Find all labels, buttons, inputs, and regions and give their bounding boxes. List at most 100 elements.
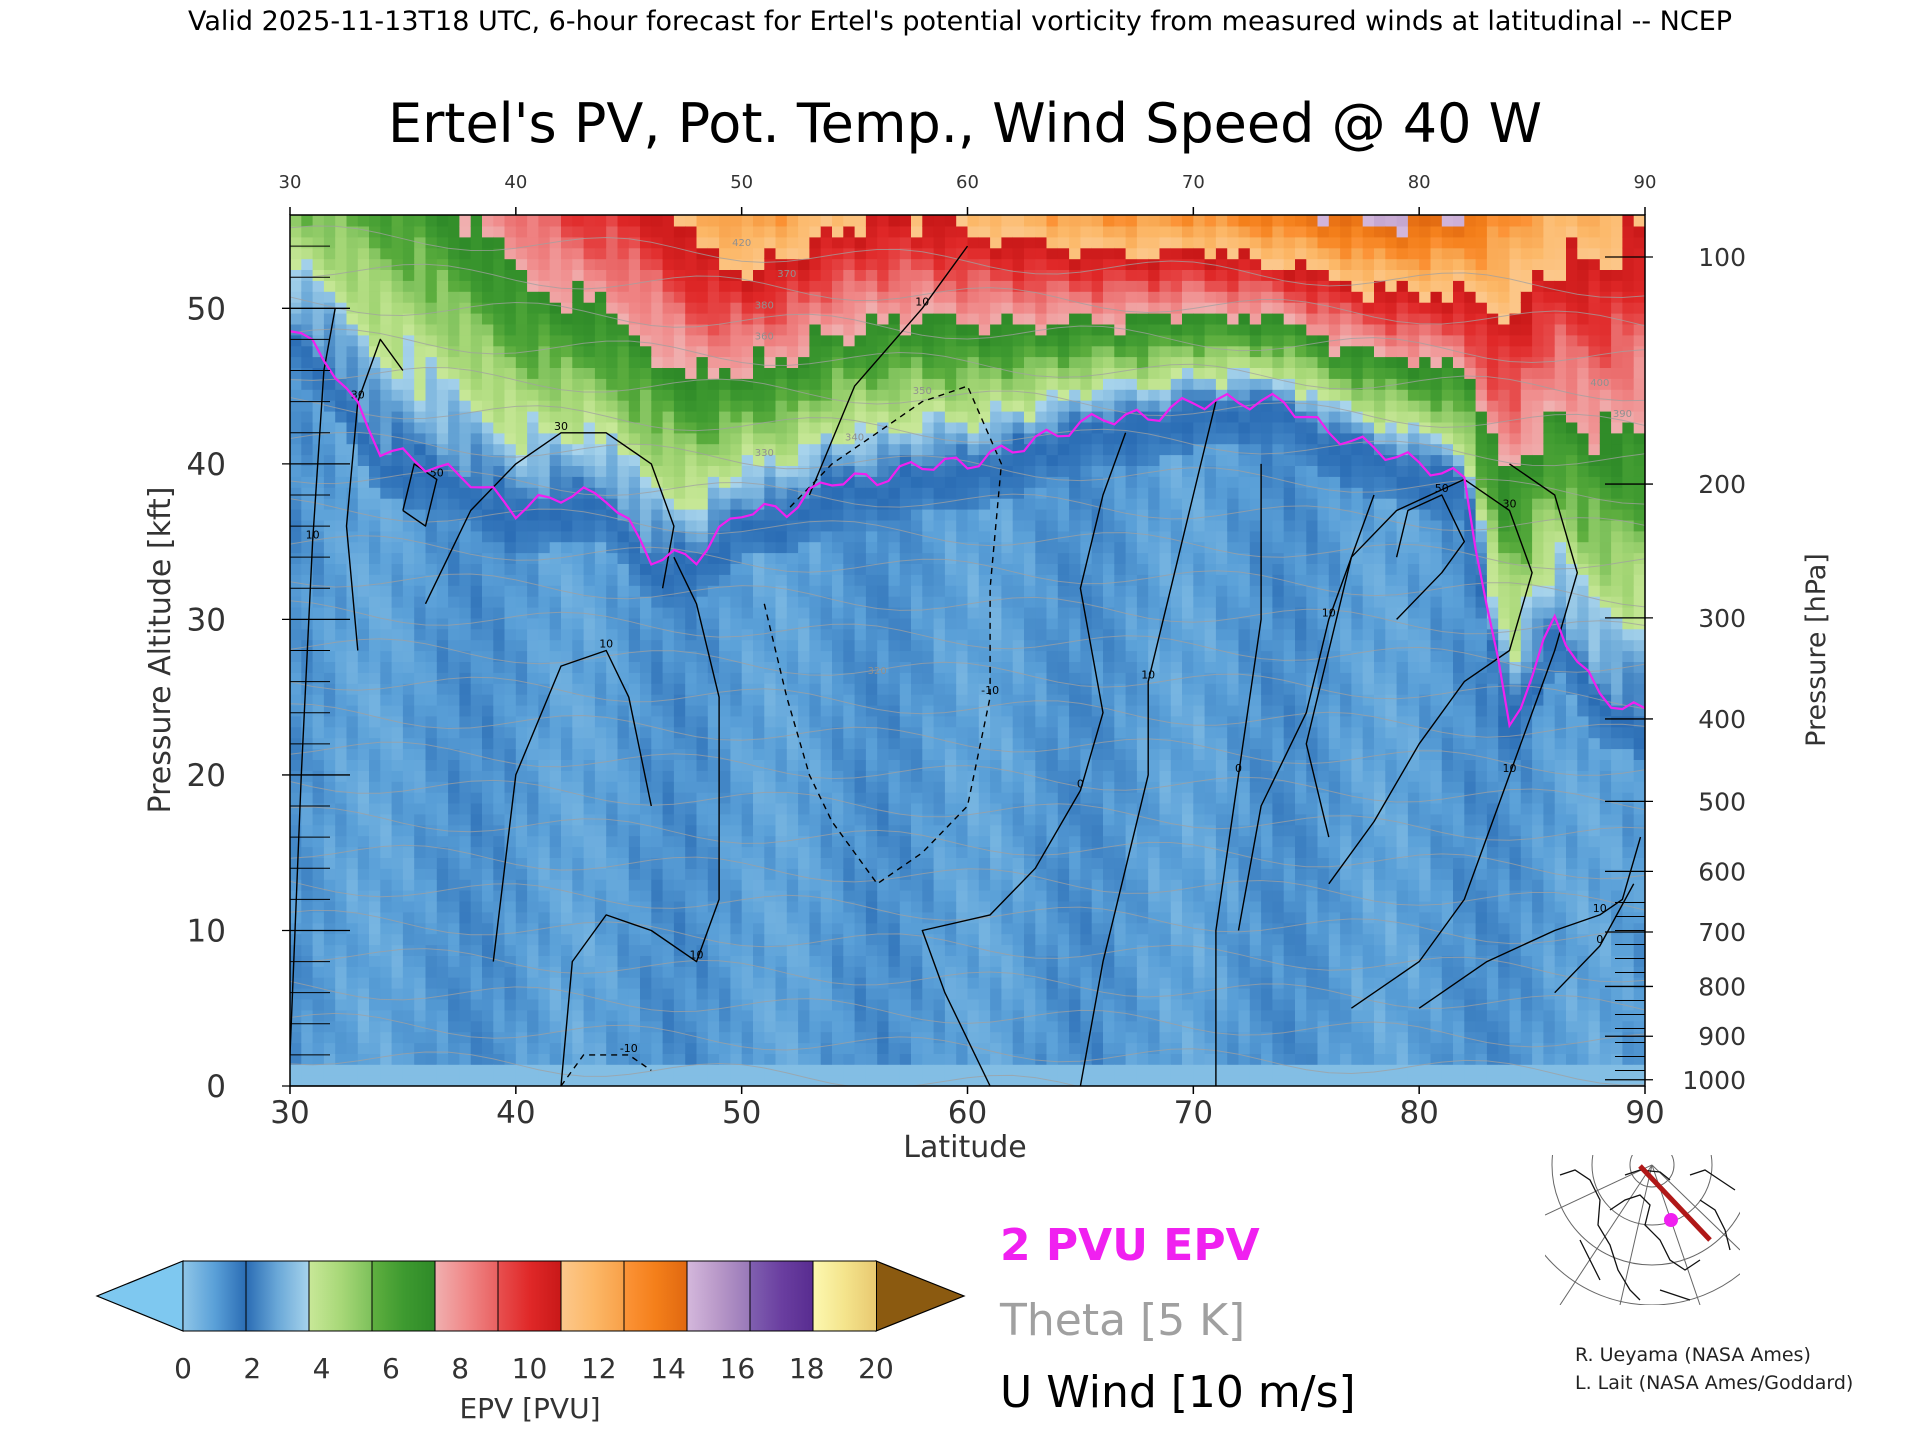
- epv-cell: [402, 519, 415, 532]
- epv-cell: [911, 498, 923, 510]
- epv-cell: [899, 1064, 912, 1076]
- epv-cell: [764, 835, 777, 848]
- epv-cell: [978, 781, 991, 793]
- epv-cell: [786, 280, 799, 292]
- epv-cell: [414, 367, 427, 379]
- epv-cell: [944, 498, 957, 510]
- epv-cell: [651, 900, 664, 913]
- epv-cell: [538, 225, 551, 238]
- epv-cell: [312, 781, 325, 793]
- epv-cell: [854, 661, 867, 673]
- epv-cell: [820, 454, 833, 466]
- epv-cell: [640, 617, 652, 630]
- epv-cell: [402, 802, 415, 815]
- epv-cell: [978, 650, 991, 662]
- epv-cell: [312, 334, 325, 347]
- epv-cell: [459, 977, 472, 989]
- epv-cell: [707, 378, 720, 390]
- epv-cell: [357, 802, 370, 815]
- epv-cell: [357, 781, 370, 793]
- epv-cell: [651, 792, 664, 804]
- epv-cell: [346, 607, 359, 619]
- epv-cell: [504, 759, 517, 771]
- epv-cell: [685, 574, 698, 586]
- epv-cell: [301, 389, 314, 401]
- epv-cell: [527, 770, 539, 782]
- epv-cell: [707, 1031, 720, 1044]
- epv-cell: [877, 955, 890, 967]
- epv-cell: [854, 759, 867, 771]
- epv-cell: [877, 247, 890, 260]
- epv-cell: [786, 835, 799, 848]
- epv-cell: [493, 890, 506, 902]
- epv-cell: [707, 1042, 720, 1054]
- epv-cell: [346, 977, 359, 989]
- chart-title: Ertel's PV, Pot. Temp., Wind Speed @ 40 …: [388, 92, 1542, 155]
- epv-cell: [538, 530, 551, 543]
- epv-cell: [967, 911, 980, 924]
- epv-cell: [402, 541, 415, 554]
- epv-cell: [402, 661, 415, 673]
- epv-cell: [741, 639, 754, 652]
- epv-cell: [470, 432, 483, 445]
- epv-cell: [357, 247, 370, 260]
- epv-cell: [617, 421, 630, 434]
- epv-cell: [820, 694, 833, 706]
- epv-cell: [470, 1009, 483, 1022]
- epv-cell: [651, 291, 664, 303]
- epv-cell: [459, 607, 472, 619]
- epv-cell: [369, 552, 381, 564]
- epv-cell: [911, 247, 923, 260]
- epv-cell: [369, 911, 381, 924]
- epv-cell: [719, 389, 731, 401]
- epv-cell: [459, 792, 472, 804]
- epv-cell: [482, 813, 494, 826]
- epv-cell: [877, 236, 890, 249]
- epv-cell: [549, 998, 562, 1011]
- epv-cell: [843, 835, 856, 848]
- epv-cell: [865, 944, 878, 956]
- epv-cell: [515, 737, 528, 750]
- epv-cell: [448, 476, 460, 488]
- epv-cell: [380, 607, 393, 619]
- epv-cell: [346, 944, 359, 956]
- epv-cell: [944, 215, 957, 227]
- epv-cell: [561, 922, 573, 935]
- epv-cell: [673, 574, 686, 586]
- epv-cell: [956, 813, 969, 826]
- epv-cell: [436, 672, 449, 684]
- epv-cell: [651, 345, 664, 358]
- epv-cell: [877, 454, 890, 466]
- epv-cell: [786, 704, 799, 717]
- epv-cell: [459, 683, 472, 695]
- epv-cell: [798, 846, 810, 858]
- epv-cell: [312, 1042, 325, 1054]
- epv-cell: [561, 683, 573, 695]
- epv-cell: [414, 607, 427, 619]
- epv-cell: [482, 726, 494, 739]
- epv-cell: [786, 824, 799, 837]
- epv-cell: [911, 258, 923, 270]
- epv-cell: [357, 988, 370, 1000]
- epv-cell: [549, 541, 562, 554]
- epv-cell: [719, 552, 731, 564]
- epv-cell: [425, 650, 438, 662]
- epv-cell: [854, 367, 867, 379]
- epv-cell: [380, 1042, 393, 1054]
- epv-cell: [391, 1031, 404, 1044]
- epv-cell: [820, 269, 833, 281]
- epv-cell: [459, 944, 472, 956]
- epv-cell: [628, 345, 641, 358]
- epv-cell: [346, 661, 359, 673]
- epv-cell: [651, 236, 664, 249]
- epv-cell: [753, 879, 765, 891]
- epv-cell: [549, 421, 562, 434]
- epv-cell: [346, 541, 359, 554]
- epv-cell: [369, 1075, 381, 1086]
- epv-cell: [323, 944, 336, 956]
- epv-cell: [425, 552, 438, 564]
- epv-cell: [888, 933, 901, 946]
- epv-cell: [798, 334, 810, 347]
- epv-cell: [527, 389, 539, 401]
- epv-cell: [865, 498, 878, 510]
